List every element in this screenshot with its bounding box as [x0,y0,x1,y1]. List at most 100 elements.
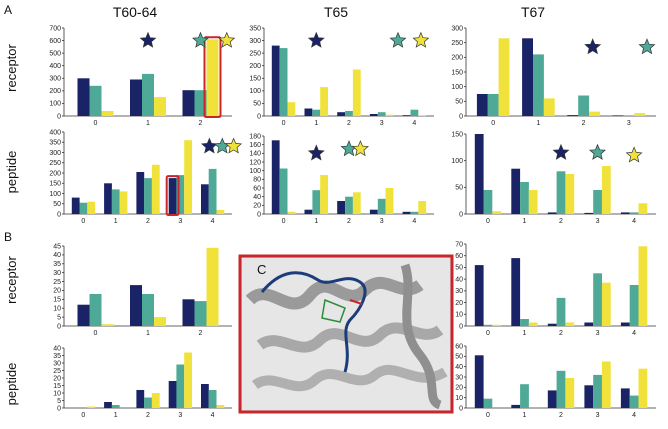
bar-yellow-0 [87,406,96,408]
y-tick-label: 140 [249,151,261,158]
bar-navy-1 [130,285,142,326]
bar-navy-1 [511,404,521,408]
bar-navy-2 [337,112,345,116]
bar-navy-2 [547,390,557,408]
x-tick-label: 0 [81,218,85,225]
structure-inset: C [238,254,454,414]
bar-navy-3 [584,212,594,214]
bar-yellow-4 [418,115,427,116]
y-tick-label: 200 [49,170,61,177]
x-tick-label: 2 [347,120,351,127]
bar-teal-3 [593,374,602,408]
bar-navy-1 [522,38,533,116]
bar-teal-0 [279,48,288,116]
bar-teal-2 [345,196,353,214]
x-tick-label: 1 [146,120,150,127]
bar-teal-2 [556,370,566,408]
y-tick-label: 50 [455,354,463,361]
y-tick-label: 150 [451,69,463,76]
chart-B-receptor-T60-64: 0 510 15 20 25 30 35 40 45 0 1 2 [53,243,232,337]
bar-teal-1 [312,109,321,116]
row-label-peptide-b: peptide [4,363,19,406]
bar-yellow-1 [543,98,555,116]
bar-navy-2 [136,172,145,214]
y-tick-label: 0 [57,405,61,412]
bar-yellow-4 [638,368,648,408]
y-tick-label: 300 [249,38,261,45]
y-tick-label: 20 [53,288,61,295]
bar-teal-3 [176,364,185,408]
x-tick-label: 0 [282,218,286,225]
y-tick-label: 100 [49,101,61,108]
y-tick-label: 20 [455,300,463,307]
x-tick-label: 0 [486,330,490,337]
x-tick-label: 2 [347,218,351,225]
bar-navy-0 [271,45,280,116]
bar-teal-0 [89,294,102,326]
x-tick-label: 1 [536,120,540,127]
chart-A-receptor-T67: 0 50 100 150 200 250 300 0 1 2 3 [451,25,656,127]
bar-yellow-4 [216,209,225,214]
bar-navy-1 [304,209,313,214]
star-yellow [412,31,430,48]
row-label-receptor-b: receptor [4,255,19,303]
bar-teal-3 [176,175,185,214]
bar-yellow-2 [151,164,160,214]
star-yellow [218,31,236,48]
x-tick-label: 0 [486,412,490,419]
chart-B-peptide-T67: 0 10 20 30 40 50 60 0 1 2 3 4 [455,343,656,419]
y-tick-label: 0 [57,113,61,120]
bar-teal-4 [629,212,639,214]
star-navy [552,143,570,160]
x-tick-label: 0 [94,330,98,337]
y-tick-label: 100 [451,158,463,165]
y-tick-label: 0 [459,113,463,120]
star-navy [307,31,325,48]
bar-navy-0 [474,134,484,214]
x-tick-label: 0 [81,412,85,419]
bar-navy-1 [130,79,142,116]
bar-navy-4 [620,212,630,214]
star-navy [307,144,325,161]
bar-navy-1 [511,258,521,326]
y-tick-label: 250 [49,160,61,167]
bar-yellow-2 [565,378,575,408]
y-tick-label: 120 [249,159,261,166]
y-tick-label: 80 [253,177,261,184]
bar-teal-4 [410,109,419,116]
bar-teal-3 [377,112,386,116]
y-tick-label: 20 [253,203,261,210]
bar-navy-1 [304,108,313,116]
bar-navy-3 [168,178,177,214]
y-tick-label: 40 [455,364,463,371]
star-navy [584,38,602,55]
bar-navy-2 [547,212,557,214]
x-tick-label: 2 [559,330,563,337]
y-tick-label: 60 [455,253,463,260]
bar-yellow-4 [638,203,648,214]
x-tick-label: 0 [491,120,495,127]
x-tick-label: 4 [632,218,636,225]
bar-yellow-0 [492,324,502,326]
star-teal [589,143,606,160]
bar-teal-4 [410,211,419,214]
column-header-t67: T67 [521,4,545,20]
star-teal [192,31,209,48]
x-tick-label: 3 [178,218,182,225]
y-tick-label: 300 [49,150,61,157]
y-tick-label: 25 [53,279,61,286]
x-tick-label: 3 [178,412,182,419]
x-tick-label: 1 [114,218,118,225]
chart-A-peptide-T60-64: 0 50 100 150 200 250 300 350 400 0 1 2 3 4 [49,129,243,225]
x-tick-label: 3 [596,218,600,225]
bar-navy-0 [474,265,484,326]
bar-teal-1 [520,384,529,408]
x-tick-label: 2 [582,120,586,127]
star-teal [389,31,407,48]
y-tick-label: 0 [257,113,261,120]
bar-navy-2 [136,390,145,408]
chart-B-receptor-T67: 0 10 20 30 40 50 60 70 0 1 2 3 4 [455,241,656,337]
bar-yellow-2 [352,192,361,214]
x-tick-label: 1 [314,218,318,225]
y-tick-label: 5 [57,398,61,405]
